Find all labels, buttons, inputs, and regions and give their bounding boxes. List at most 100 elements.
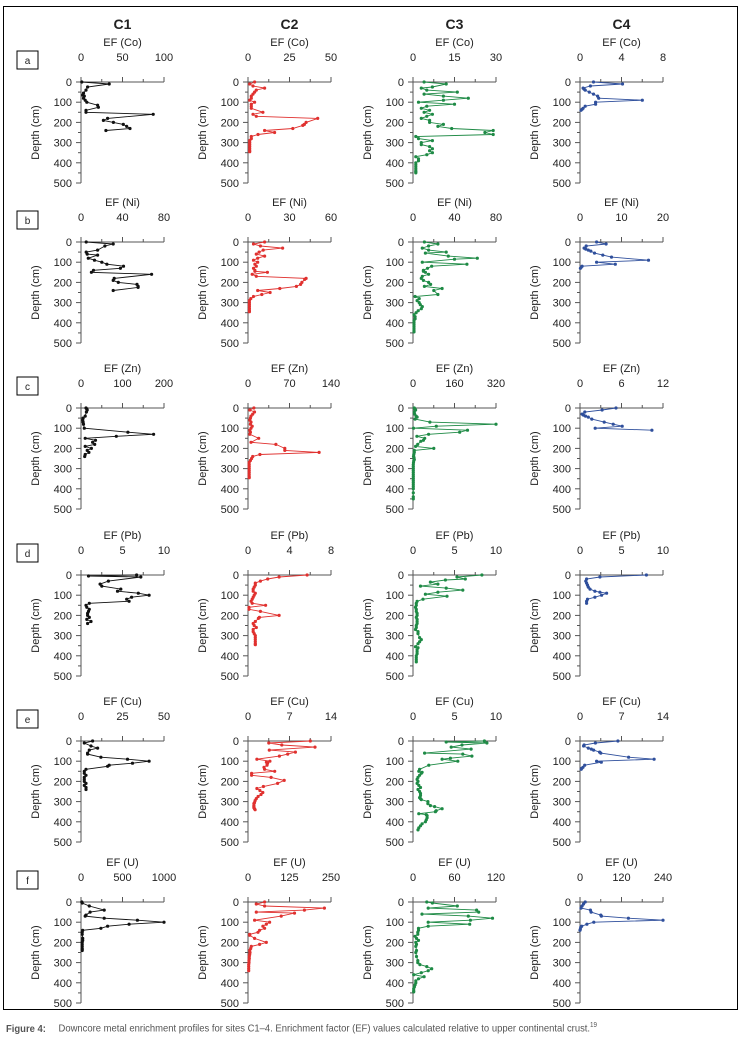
panel-e-c4-data-point — [595, 759, 599, 763]
panel-a-c1-data-point — [104, 128, 108, 133]
panel-b-c2-data-point — [253, 269, 257, 273]
panel-c-c3-series-line — [412, 407, 497, 499]
panel-c-c1-data-point — [93, 442, 97, 446]
panel-f-c4-data-point — [592, 920, 596, 924]
panel-a-c4-data-point — [587, 90, 591, 94]
panel-f-c1-series-line — [81, 901, 165, 951]
caption-reference: 19 — [590, 1022, 598, 1029]
panel-a-c1-x-tick-label: 100 — [155, 52, 173, 64]
panel-d-c2-x-axis-title: EF (Pb) — [271, 530, 309, 542]
panel-d-c4-x-tick-label: 10 — [657, 545, 669, 557]
panel-a-c3-data-point — [430, 147, 434, 151]
panel-a-c3-data-point — [444, 82, 448, 86]
panel-a-c3-data-point — [450, 126, 454, 131]
panel-d-c2-data-point — [253, 619, 257, 624]
panel-c-c2-x-tick-label: 70 — [283, 378, 295, 390]
panel-f-c3-data-point — [426, 906, 430, 910]
panel-b-c3-data-point — [413, 294, 417, 299]
panel-a-c2-x-tick-label: 25 — [283, 52, 295, 64]
panel-a-c2-series-line — [248, 81, 318, 152]
panel-c-c2-series-line — [248, 407, 320, 478]
panel-b-c3-y-axis-title: Depth (cm) — [362, 265, 374, 319]
panel-e-c4-x-tick-label: 14 — [657, 711, 669, 723]
panel-b-c3-data-point — [423, 251, 427, 255]
panel-f-c3-data-point — [416, 977, 421, 981]
panel-f-c3-data-point — [419, 971, 423, 975]
panel-a-c1-series-line — [81, 81, 154, 131]
panel-a-c3-data-point — [441, 94, 445, 98]
panel-f-c1-data-point — [102, 916, 106, 920]
panel-a-c3-data-point — [419, 116, 423, 120]
panel-f-c3-data-point — [425, 900, 429, 904]
panel-label-a: a — [25, 56, 31, 67]
panel-b-c1-y-tick-label: 400 — [54, 318, 72, 330]
panel-c-c3-data-point — [411, 487, 415, 491]
panel-b-c3-data-point — [423, 270, 427, 274]
panel-d-c4-y-tick-label: 300 — [553, 631, 571, 643]
panel-f-c1-data-point — [88, 910, 92, 914]
panel-f-c2-series-line — [248, 901, 325, 971]
panel-a-c4-x-tick-label: 4 — [618, 52, 624, 64]
panel-f-c1-y-axis-title: Depth (cm) — [30, 925, 42, 979]
panel-a-c3-data-point — [466, 96, 470, 100]
panel-e-c3-data-point — [433, 805, 437, 809]
panel-b-c3-data-point — [419, 307, 423, 311]
panel-a-c1-y-tick-label: 400 — [54, 158, 72, 170]
panel-d-c1-data-point — [87, 601, 91, 605]
panel-b-c2-data-point — [250, 272, 254, 276]
panel-b-c3-x-tick-label: 80 — [490, 212, 502, 224]
panel-f-c4-y-tick-label: 400 — [553, 978, 571, 990]
panel-b-c3-data-point — [425, 266, 430, 270]
panel-e-c3-data-point — [482, 739, 486, 743]
panel-d-c3-data-point — [455, 575, 459, 579]
panel-a-c3-data-point — [483, 130, 487, 135]
panel-b-c2-data-point — [251, 294, 256, 299]
panel-b-c1-x-tick-label: 40 — [116, 212, 128, 224]
panel-f-c1-data-point — [162, 920, 166, 924]
panel-f-c3-data-point — [430, 901, 434, 905]
panel-label-d: d — [25, 549, 31, 560]
panel-e-c2-data-point — [268, 759, 272, 763]
panel-f-c4-x-tick-label: 240 — [654, 872, 672, 884]
panel-f-c4-data-point — [585, 922, 589, 926]
panel-d-c2-data-point — [252, 623, 256, 628]
panel-d-c1-data-point — [86, 574, 91, 578]
panel-f-c4-x-tick-label: 0 — [577, 872, 583, 884]
panel-a-c3-data-point — [416, 159, 421, 163]
panel-d-c1-data-point — [135, 573, 139, 577]
panel-a-c2-x-axis-title: EF (Co) — [270, 37, 309, 49]
panel-a-c4-y-tick-label: 0 — [565, 77, 571, 89]
panel-e-c2-data-point — [267, 741, 271, 745]
panel-b-c2-data-point — [247, 310, 251, 314]
panel-c-c1-y-tick-label: 100 — [54, 423, 72, 435]
panel-e-c1-y-tick-label: 300 — [54, 797, 72, 809]
panel-f-c1-x-tick-label: 1000 — [152, 872, 176, 884]
panel-a-c2-data-point — [263, 128, 267, 133]
panel-a-c2-data-point — [291, 126, 295, 131]
panel-f-c2-data-point — [248, 933, 252, 937]
panel-f-c1-data-point — [80, 932, 84, 936]
panel-a-c1-data-point — [101, 118, 105, 122]
panel-b-c4-y-tick-label: 0 — [565, 237, 571, 249]
panel-c-c4-x-tick-label: 0 — [577, 378, 583, 390]
panel-d-c1-x-axis-title: EF (Pb) — [104, 530, 142, 542]
panel-f-c2-data-point — [253, 936, 257, 941]
panel-e-c2-data-point — [282, 778, 286, 783]
figure-caption: Figure 4: Downcore metal enrichment profi… — [6, 1022, 597, 1035]
panel-c-c4-data-point — [586, 415, 590, 419]
panel-a-c1-data-point — [121, 122, 125, 126]
panel-c-c1-data-point — [87, 450, 91, 454]
panel-d-c1-series-line — [85, 574, 150, 624]
panel-f-c1-data-point — [127, 922, 131, 926]
panel-c-c2-y-axis-title: Depth (cm) — [197, 431, 209, 485]
panel-label-box-f — [16, 870, 39, 890]
panel-b-c4-x-tick-label: 20 — [657, 212, 669, 224]
panel-d-c1-data-point — [147, 593, 151, 597]
panel-e-c3-data-point — [460, 743, 464, 747]
panel-b-c2-x-tick-label: 0 — [245, 212, 251, 224]
panel-e-c1-data-point — [125, 757, 130, 761]
panel-a-c2-x-tick-label: 0 — [245, 52, 251, 64]
panel-f-c3-data-point — [416, 938, 421, 943]
panel-f-c3-y-axis-title: Depth (cm) — [362, 925, 374, 979]
panel-f-c3-x-tick-label: 120 — [487, 872, 505, 884]
